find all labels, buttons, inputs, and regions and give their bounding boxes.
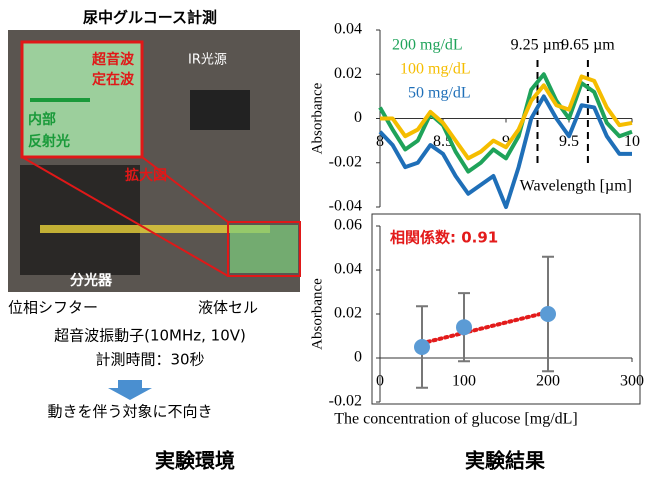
photo-label: IR光源 xyxy=(188,53,227,68)
point xyxy=(540,306,556,322)
photo-label: 拡大図 xyxy=(125,167,167,184)
x-axis-title: The concentration of glucose [mg/dL] xyxy=(334,411,577,428)
y-tick-label: 0.02 xyxy=(334,65,362,82)
y-tick-label: -0.02 xyxy=(329,153,362,170)
title: 尿中グルコース計測 xyxy=(83,9,217,27)
photo-label: 反射光 xyxy=(28,133,70,150)
reference-label: 9.25 µm xyxy=(511,37,565,54)
photo-label: 内部 xyxy=(28,111,56,128)
x-tick-label: 200 xyxy=(536,373,560,390)
photo-label: 超音波 xyxy=(91,51,135,68)
point xyxy=(456,319,472,335)
footer: 実験環境 xyxy=(155,449,235,473)
y-tick-label: 0.04 xyxy=(334,21,362,38)
x-axis-title: Wavelength [µm] xyxy=(520,178,632,195)
note: 超音波振動子(10MHz, 10V) xyxy=(54,327,246,345)
y-axis-title: Absorbance xyxy=(309,278,325,350)
note: 計測時間：30秒 xyxy=(95,351,204,369)
y-tick-label: -0.04 xyxy=(329,198,362,215)
mirror xyxy=(190,90,250,130)
photo-label: 定在波 xyxy=(92,71,135,88)
cell-glow xyxy=(230,225,298,273)
trendline xyxy=(422,312,548,343)
spectrometer-block xyxy=(20,165,140,275)
x-tick-label: 300 xyxy=(620,373,644,390)
y-tick-label: -0.02 xyxy=(329,393,362,410)
note: 動きを伴う対象に不向き xyxy=(47,403,212,421)
x-tick-label: 100 xyxy=(452,373,476,390)
slide: 尿中グルコース計測 IR光源 超音波 定在波 内部 反射光 拡大図 分光器 位相… xyxy=(0,0,652,482)
arrow xyxy=(108,380,152,400)
annotation: 相関係数: 0.91 xyxy=(390,229,498,247)
y-tick-label: 0.02 xyxy=(334,305,362,322)
y-tick-label: 0.04 xyxy=(334,261,362,278)
legend-label: 50 mg/dL xyxy=(408,85,471,102)
reference-label: 9.65 µm xyxy=(561,37,615,54)
photo-label: 分光器 xyxy=(70,272,113,289)
y-axis-title: Absorbance xyxy=(309,82,325,154)
point xyxy=(414,339,430,355)
y-tick-label: 0 xyxy=(354,109,362,126)
legend-label: 200 mg/dL xyxy=(392,37,463,54)
label: 液体セル xyxy=(198,299,258,317)
y-tick-label: 0 xyxy=(354,349,362,366)
footer: 実験結果 xyxy=(465,449,545,473)
label: 位相シフター xyxy=(8,299,98,317)
photo: IR光源 超音波 定在波 内部 反射光 拡大図 分光器 xyxy=(8,30,300,292)
legend-label: 100 mg/dL xyxy=(400,61,471,78)
y-tick-label: 0.06 xyxy=(334,217,362,234)
